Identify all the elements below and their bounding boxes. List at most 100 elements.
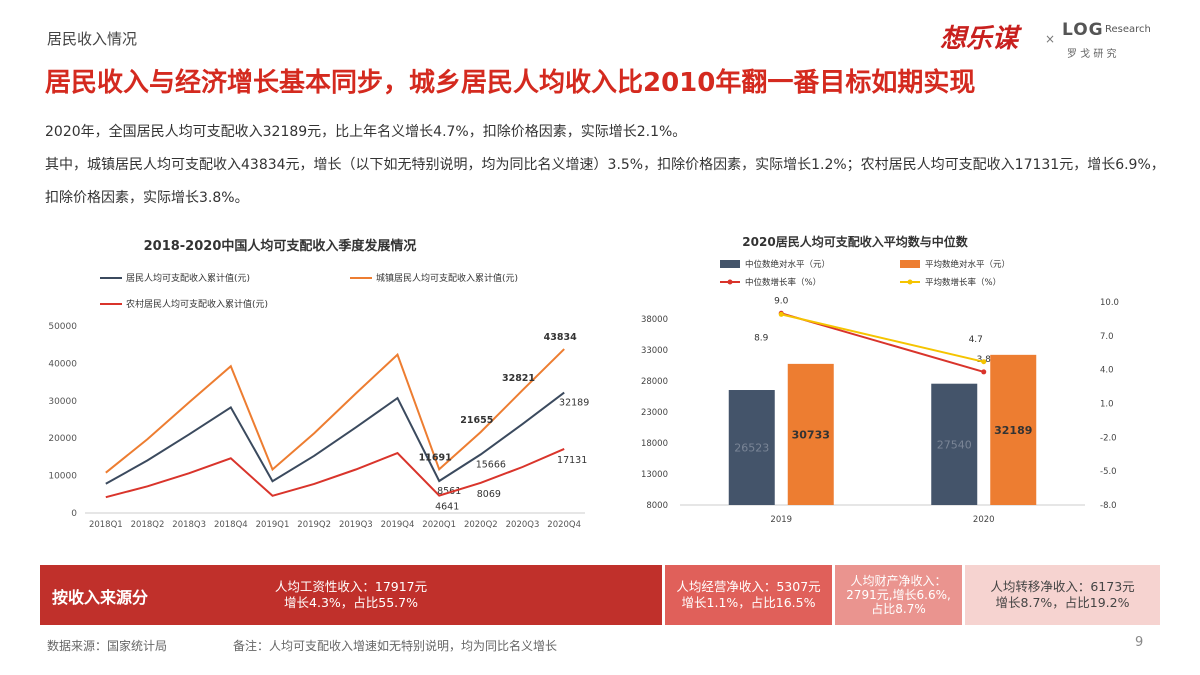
y2-tick-label: 4.0 [1100, 366, 1114, 376]
y-tick-label: 50000 [48, 322, 77, 332]
income-box: 人均财产净收入： 2791元,增长6.6%, 占比8.7% [835, 565, 962, 625]
series-point [981, 369, 987, 375]
x-tick-label: 2019Q1 [256, 520, 290, 530]
legend-label: 农村居民人均可支配收入累计值(元) [126, 298, 268, 310]
y-tick-label: 33000 [641, 346, 668, 356]
income-box: 人均工资性收入：17917元 增长4.3%，占比55.7% [40, 565, 662, 625]
data-label: 32189 [559, 398, 589, 409]
x-tick-label: 2019 [770, 515, 792, 525]
legend-label: 居民人均可支配收入累计值(元) [126, 272, 250, 284]
legend-swatch [907, 279, 913, 285]
y2-tick-label: 10.0 [1100, 298, 1119, 308]
note: 备注：人均可支配收入增速如无特别说明，均为同比名义增长 [233, 639, 558, 653]
x-tick-label: 2020Q1 [422, 520, 456, 530]
y2-tick-label: 7.0 [1100, 332, 1114, 342]
data-label: 8.9 [754, 333, 769, 343]
income-line: 增长8.7%，占比19.2% [995, 595, 1130, 610]
y-tick-label: 38000 [641, 315, 668, 325]
line-chart: 2018-2020中国人均可支配收入季度发展情况 0 10000 20000 30000… [48, 238, 589, 530]
logo: 想乐谋 × LOG Research 罗 戈 研 究 [905, 14, 1165, 64]
legend-swatch [727, 279, 733, 285]
income-line: 人均经营净收入：5307元 [676, 579, 821, 594]
data-label: 4.7 [969, 335, 983, 345]
data-label: 8561 [437, 486, 461, 497]
data-label: 9.0 [774, 296, 789, 306]
chart-title: 2020居民人均可支配收入平均数与中位数 [742, 234, 968, 249]
series-line [105, 391, 565, 485]
y-tick-label: 28000 [641, 377, 668, 387]
bar [787, 363, 834, 505]
y2-tick-label: -8.0 [1100, 501, 1117, 511]
x-tick-label: 2018Q3 [172, 520, 206, 530]
y-tick-label: 8000 [646, 501, 668, 511]
data-label: 27540 [937, 438, 972, 451]
legend-swatch [720, 260, 740, 268]
data-label: 21655 [460, 415, 493, 426]
data-label: 26523 [734, 442, 769, 455]
income-line: 人均转移净收入：6173元 [990, 579, 1135, 594]
data-label: 8069 [477, 489, 501, 500]
income-box: 人均经营净收入：5307元 增长1.1%，占比16.5% [665, 565, 832, 625]
section-title: 居民收入情况 [47, 30, 138, 48]
legend-label: 平均数绝对水平（元） [925, 259, 1010, 270]
x-tick-label: 2019Q4 [381, 520, 415, 530]
x-tick-label: 2018Q2 [131, 520, 165, 530]
data-label: 11691 [419, 452, 452, 463]
source: 数据来源：国家统计局 [47, 639, 168, 653]
chart-title: 2018-2020中国人均可支配收入季度发展情况 [144, 238, 417, 254]
legend-label: 中位数绝对水平（元） [745, 259, 830, 270]
income-line: 人均工资性收入：17917元 [274, 579, 428, 594]
y-tick-label: 30000 [48, 397, 77, 407]
y2-tick-label: -5.0 [1100, 467, 1117, 477]
x-tick-label: 2018Q4 [214, 520, 248, 530]
bar [728, 390, 775, 505]
series-line [105, 348, 565, 474]
data-label: 43834 [544, 332, 577, 343]
band-label: 按收入来源分 [52, 588, 149, 607]
income-line: 增长1.1%，占比16.5% [681, 595, 816, 610]
paragraphs: 2020年，全国居民人均可支配收入32189元，比上年名义增长4.7%，扣除价格… [45, 116, 1170, 215]
y2-tick-label: 1.0 [1100, 400, 1114, 410]
logo-text: LOG [1062, 20, 1104, 40]
data-label: 15666 [476, 459, 506, 470]
bar [990, 354, 1037, 505]
bar [931, 383, 978, 505]
data-label: 30733 [792, 428, 830, 441]
paragraph: 2020年，全国居民人均可支配收入32189元，比上年名义增长4.7%，扣除价格… [45, 124, 687, 140]
y-tick-label: 0 [71, 509, 77, 519]
data-label: 17131 [557, 455, 587, 466]
headline: 居民收入与经济增长基本同步，城乡居民人均收入比2010年翻一番目标如期实现 [45, 68, 976, 98]
x-tick-label: 2020Q3 [506, 520, 540, 530]
income-box: 人均转移净收入：6173元 增长8.7%，占比19.2% [965, 565, 1160, 625]
data-label: 32821 [502, 373, 535, 384]
income-line: 占比8.7% [871, 602, 926, 616]
x-tick-label: 2019Q3 [339, 520, 373, 530]
y-tick-label: 18000 [641, 439, 668, 449]
y2-tick-label: -2.0 [1100, 433, 1117, 443]
y-tick-label: 10000 [48, 472, 77, 482]
legend-label: 中位数增长率（%） [745, 277, 821, 288]
income-line: 增长4.3%，占比55.7% [284, 595, 418, 610]
legend-label: 平均数增长率（%） [925, 277, 1001, 288]
paragraph: 其中，城镇居民人均可支配收入43834元，增长（以下如无特别说明，均为同比名义增… [45, 157, 1165, 206]
legend-swatch [900, 260, 920, 268]
series-line [105, 447, 565, 499]
y-tick-label: 20000 [48, 434, 77, 444]
x-tick-label: 2020Q2 [464, 520, 498, 530]
legend-label: 城镇居民人均可支配收入累计值(元) [376, 272, 518, 284]
series-line [781, 313, 985, 363]
x-tick-label: 2019Q2 [297, 520, 331, 530]
x-tick-label: 2020 [973, 515, 995, 525]
page-number: 9 [1135, 635, 1144, 650]
data-label: 32189 [994, 424, 1032, 437]
series-point [981, 359, 987, 365]
logo-text: 想乐谋 [940, 24, 1019, 54]
logo-text: × [1045, 32, 1056, 46]
income-line: 2791元,增长6.6%, [846, 588, 951, 602]
series-point [778, 311, 784, 317]
y-tick-label: 40000 [48, 359, 77, 369]
data-label: 4641 [435, 502, 459, 513]
logo-text: 罗 戈 研 究 [1067, 49, 1117, 60]
x-tick-label: 2020Q4 [547, 520, 581, 530]
